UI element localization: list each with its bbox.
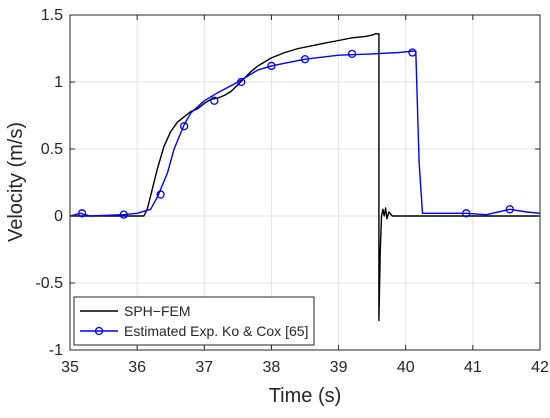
x-tick-label: 40 bbox=[397, 359, 415, 376]
series-layer bbox=[69, 33, 541, 322]
x-tick-label: 42 bbox=[531, 359, 549, 376]
legend-label-experiment: Estimated Exp. Ko & Cox [65] bbox=[124, 323, 308, 339]
data-point-experiment bbox=[408, 48, 417, 57]
data-point-experiment bbox=[267, 61, 276, 71]
data-point-experiment bbox=[461, 209, 471, 218]
y-axis-label: Velocity (m/s) bbox=[5, 122, 27, 242]
legend: SPH−FEM Estimated Exp. Ko & Cox [65] bbox=[73, 296, 315, 346]
x-tick-label: 35 bbox=[61, 359, 79, 376]
x-tick-label: 37 bbox=[195, 359, 213, 376]
y-tick-label: 1 bbox=[54, 74, 63, 91]
y-tick-label: 0 bbox=[54, 208, 63, 225]
data-point-experiment bbox=[210, 96, 219, 105]
data-point-experiment bbox=[119, 210, 128, 219]
x-axis-label: Time (s) bbox=[269, 385, 342, 407]
x-tick-label: 41 bbox=[464, 359, 482, 376]
data-point-experiment bbox=[77, 209, 87, 218]
ticks: 35 36 37 38 39 40 41 42 -1 -0.5 0 0.5 1 1.5 bbox=[35, 7, 549, 376]
x-tick-label: 36 bbox=[128, 359, 146, 376]
legend-label-sph-fem: SPH−FEM bbox=[124, 303, 191, 319]
data-point-experiment bbox=[156, 190, 165, 199]
data-point-experiment bbox=[179, 122, 189, 131]
plot-frame bbox=[69, 14, 541, 351]
y-tick-label: 0.5 bbox=[41, 141, 63, 158]
series-line-experiment bbox=[69, 50, 541, 217]
y-tick-label: -1 bbox=[49, 342, 63, 359]
legend-marker-experiment bbox=[94, 326, 104, 336]
series-line-sph-fem bbox=[70, 33, 540, 322]
data-point-experiment bbox=[300, 55, 310, 64]
data-point-experiment bbox=[237, 77, 246, 87]
x-tick-label: 39 bbox=[330, 359, 348, 376]
y-tick-label: -0.5 bbox=[35, 275, 63, 292]
data-point-experiment bbox=[347, 49, 357, 59]
data-point-experiment bbox=[505, 205, 514, 214]
x-tick-label: 38 bbox=[263, 359, 281, 376]
legend-box bbox=[73, 296, 315, 346]
y-tick-label: 1.5 bbox=[41, 7, 63, 24]
